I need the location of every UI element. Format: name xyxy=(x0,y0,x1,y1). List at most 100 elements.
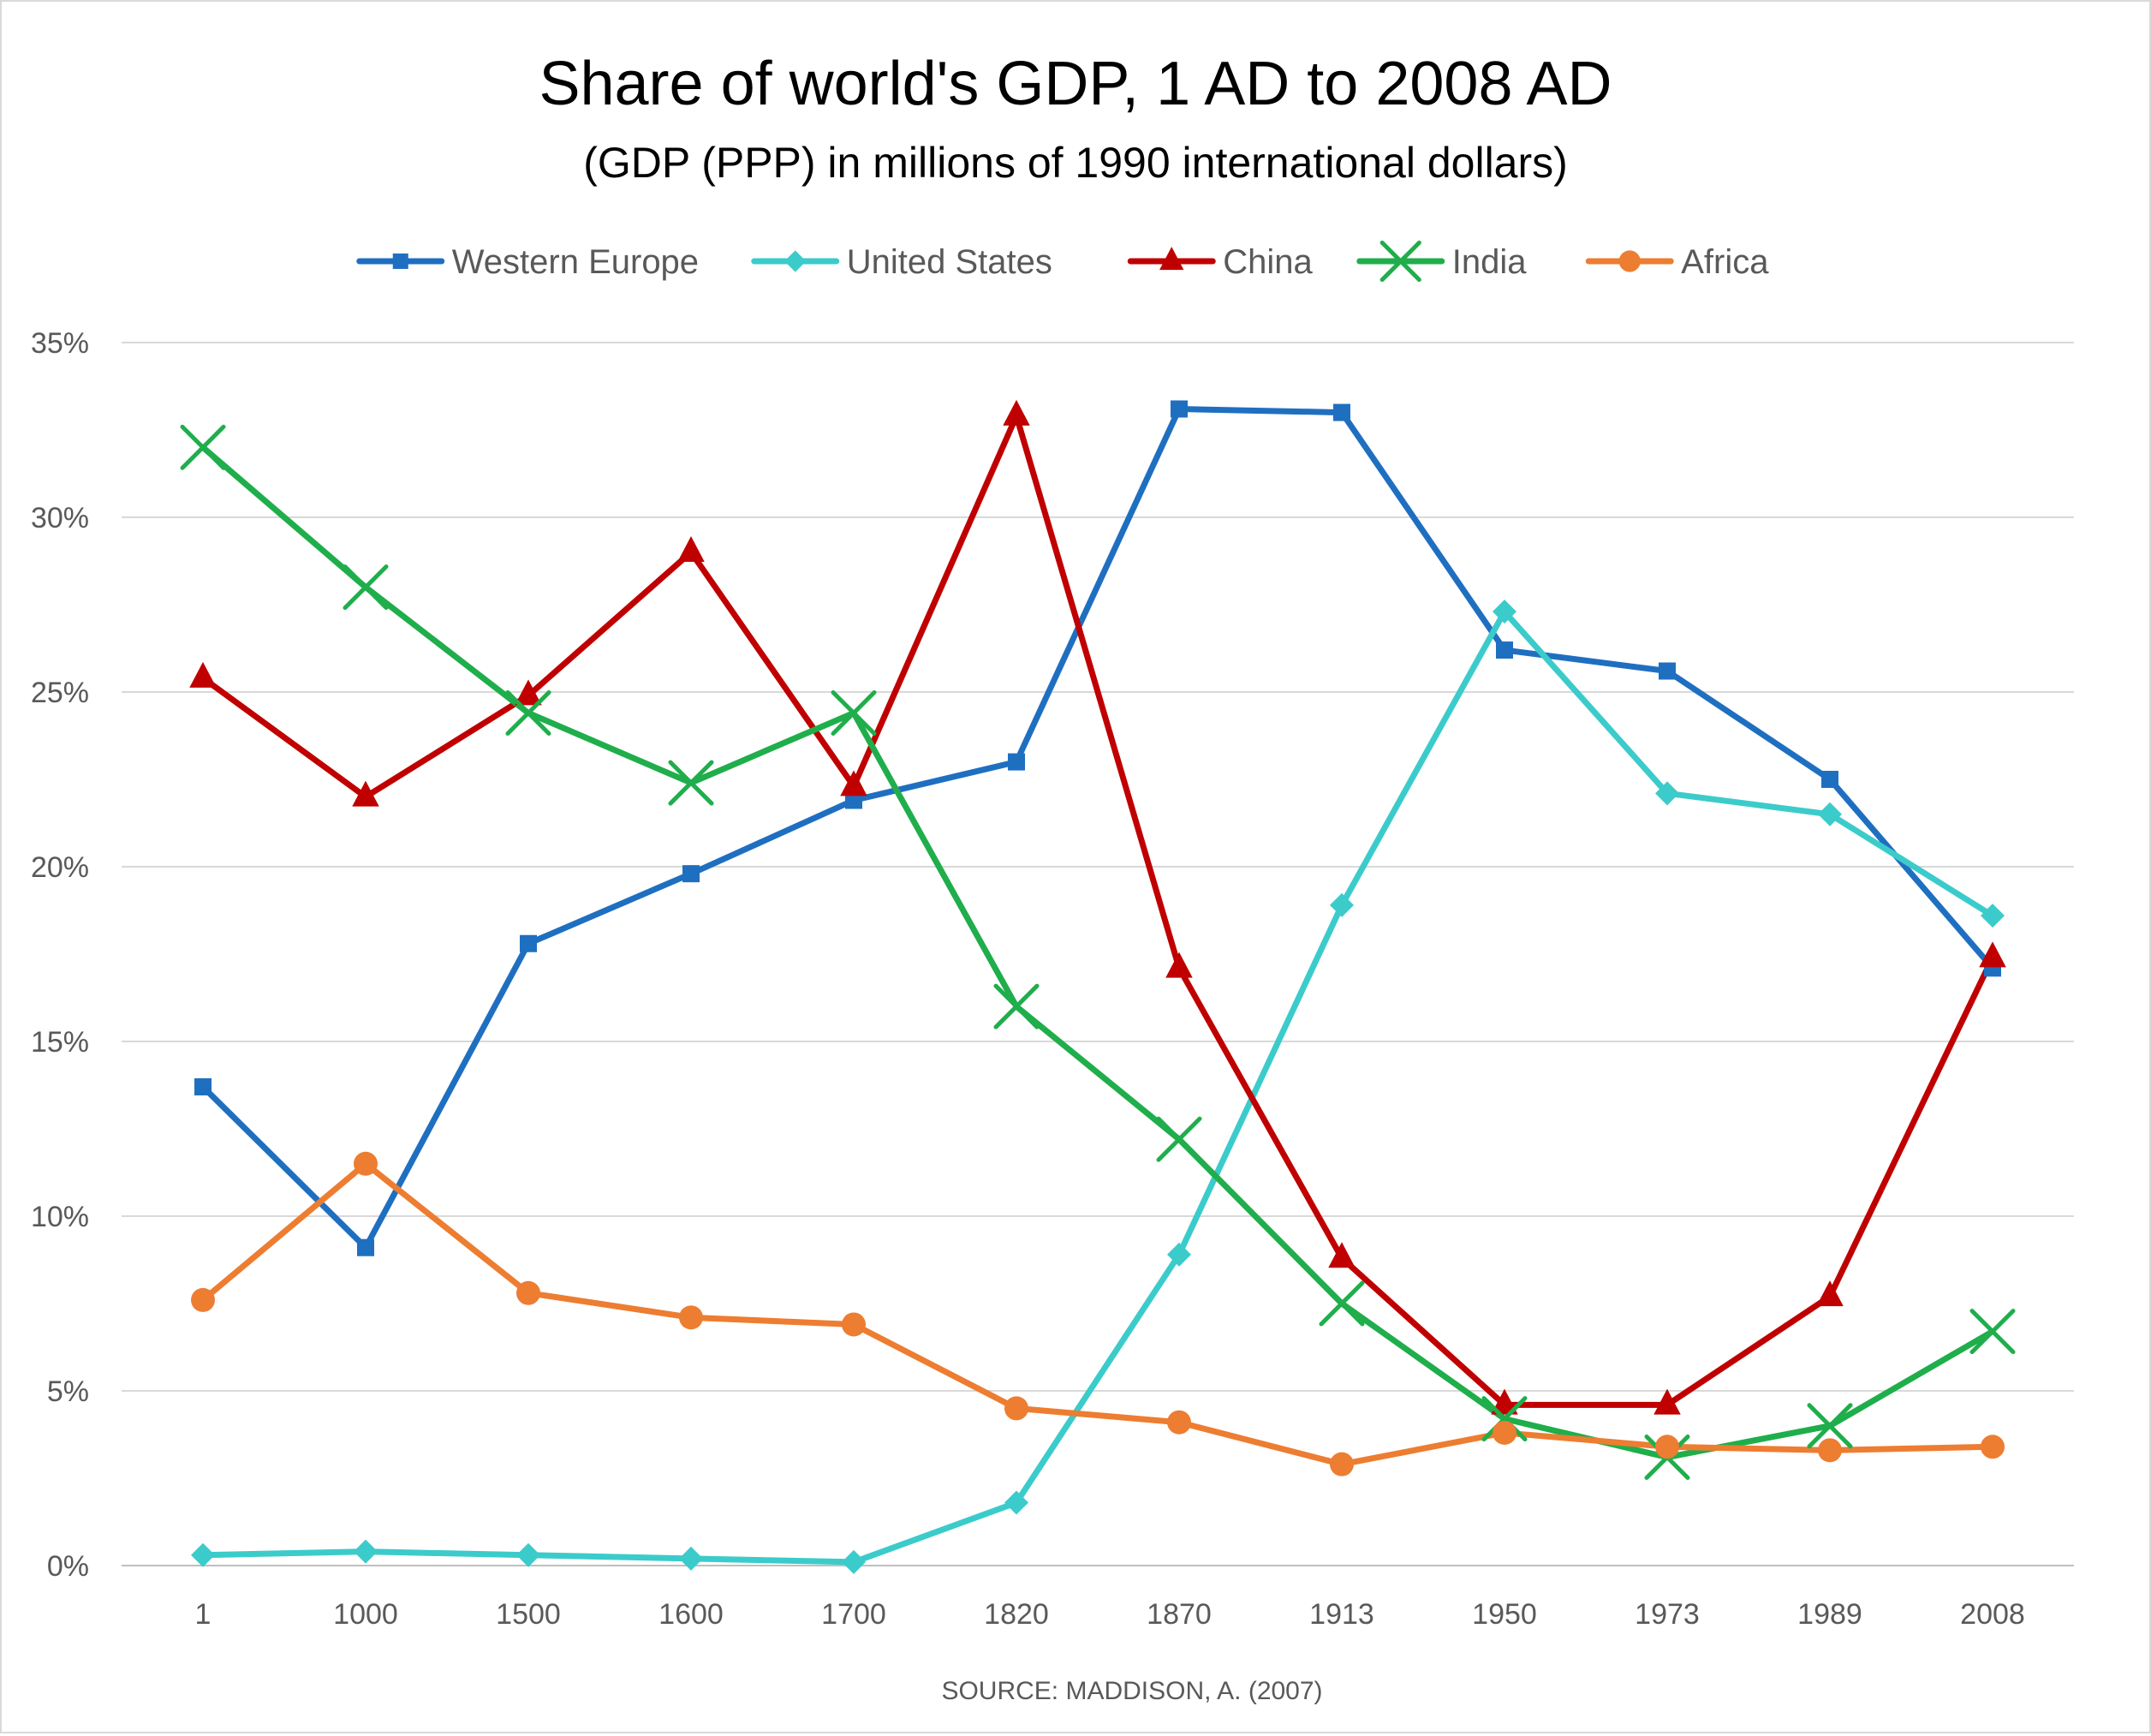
legend-marker-africa xyxy=(1618,250,1641,272)
x-tick-label: 2008 xyxy=(1960,1598,2025,1631)
data-point-india xyxy=(993,983,1040,1029)
legend-item-western-europe: Western Europe xyxy=(356,243,699,281)
series-markers xyxy=(180,399,2016,1574)
data-point-china xyxy=(1491,1388,1518,1415)
series-lines xyxy=(200,406,1996,1566)
data-point-india xyxy=(831,689,877,736)
y-tick-label: 30% xyxy=(31,502,89,534)
data-point-western-europe xyxy=(1008,753,1025,771)
legend-item-united-states: United States xyxy=(751,243,1052,281)
data-point-china xyxy=(1653,1388,1681,1415)
data-point-africa xyxy=(1330,1452,1354,1476)
data-point-africa xyxy=(354,1151,378,1176)
legend-label-africa: Africa xyxy=(1681,243,1769,281)
data-point-western-europe xyxy=(845,791,862,809)
y-axis-tick-labels: 0% 5% 10% 15% 20% 25% 30% 35% xyxy=(31,327,89,1583)
data-point-china xyxy=(1003,399,1030,426)
x-tick-label: 1870 xyxy=(1147,1598,1212,1631)
series-line-africa xyxy=(200,1160,1996,1468)
data-point-africa xyxy=(1167,1410,1191,1435)
series-line-india xyxy=(200,444,1996,1461)
series-line-china xyxy=(200,413,1996,1408)
data-point-india xyxy=(1807,1403,1853,1449)
data-point-united-states xyxy=(191,1542,215,1567)
x-tick-label: 1 xyxy=(195,1598,212,1631)
series-points-united-states xyxy=(191,600,2005,1574)
legend-marker-china xyxy=(1159,247,1184,271)
data-point-africa xyxy=(516,1280,540,1305)
x-tick-label: 1000 xyxy=(333,1598,398,1631)
data-point-western-europe xyxy=(1333,403,1350,421)
data-point-africa xyxy=(1493,1420,1516,1445)
legend-item-china: China xyxy=(1127,243,1314,281)
chart-subtitle: (GDP (PPP) in millions of 1990 internati… xyxy=(583,139,1568,187)
data-point-china xyxy=(352,780,379,807)
x-tick-label: 1500 xyxy=(496,1598,561,1631)
data-point-western-europe xyxy=(1821,771,1838,788)
data-point-western-europe xyxy=(1171,400,1188,418)
legend-label-western-europe: Western Europe xyxy=(452,243,699,281)
data-point-africa xyxy=(1655,1435,1679,1459)
data-point-africa xyxy=(1818,1438,1842,1463)
legend-item-africa: Africa xyxy=(1585,243,1769,281)
y-tick-label: 0% xyxy=(47,1550,89,1583)
series-line-united-states xyxy=(200,608,1996,1566)
source-note: SOURCE: MADDISON, A. (2007) xyxy=(941,1677,1322,1705)
data-point-united-states xyxy=(1330,892,1354,917)
x-tick-label: 1913 xyxy=(1309,1598,1374,1631)
x-tick-label: 1820 xyxy=(984,1598,1049,1631)
y-tick-label: 5% xyxy=(47,1375,89,1408)
data-point-africa xyxy=(191,1287,215,1312)
x-tick-label: 1600 xyxy=(658,1598,724,1631)
y-tick-label: 20% xyxy=(31,851,89,884)
data-point-india xyxy=(1481,1396,1528,1442)
data-point-china xyxy=(189,661,217,688)
legend-marker-western-europe xyxy=(392,254,408,269)
data-point-india xyxy=(505,689,551,736)
data-point-united-states xyxy=(1655,781,1679,806)
x-axis-tick-labels: 1 1000 1500 1600 1700 1820 1870 1913 1950 1973 198… xyxy=(195,1598,2025,1631)
data-point-western-europe xyxy=(1496,641,1513,659)
data-point-china xyxy=(515,679,542,706)
data-point-western-europe xyxy=(682,865,700,883)
chart-title: Share of world's GDP, 1 AD to 2008 AD xyxy=(539,50,1612,118)
data-point-united-states xyxy=(1167,1242,1191,1267)
data-point-china xyxy=(677,536,705,563)
data-point-united-states xyxy=(354,1539,378,1564)
y-tick-label: 15% xyxy=(31,1026,89,1059)
data-point-western-europe xyxy=(1659,662,1676,680)
y-tick-label: 25% xyxy=(31,677,89,709)
data-point-united-states xyxy=(1004,1490,1028,1515)
data-point-india xyxy=(1156,1116,1202,1162)
data-point-china xyxy=(1165,952,1193,978)
chart-legend: Western Europe United States China India Afr… xyxy=(356,240,1769,283)
data-point-united-states xyxy=(1818,802,1842,826)
data-point-united-states xyxy=(1493,600,1516,624)
series-points-africa xyxy=(191,1151,2005,1476)
data-point-africa xyxy=(1004,1396,1028,1421)
data-point-africa xyxy=(679,1305,703,1330)
legend-item-india: India xyxy=(1356,240,1527,283)
data-point-western-europe xyxy=(194,1078,212,1096)
data-point-united-states xyxy=(679,1546,703,1571)
x-tick-label: 1989 xyxy=(1797,1598,1862,1631)
series-points-china xyxy=(189,399,2006,1415)
x-tick-label: 1700 xyxy=(821,1598,886,1631)
data-point-india xyxy=(668,760,714,806)
legend-label-united-states: United States xyxy=(847,243,1052,281)
series-points-western-europe xyxy=(194,400,2001,1256)
series-line-western-europe xyxy=(200,406,1996,1251)
data-point-africa xyxy=(842,1312,866,1337)
data-point-western-europe xyxy=(357,1238,374,1256)
data-point-united-states xyxy=(516,1542,540,1567)
data-point-india xyxy=(1319,1280,1365,1327)
x-tick-label: 1973 xyxy=(1635,1598,1700,1631)
legend-label-india: India xyxy=(1452,243,1527,281)
data-point-india xyxy=(343,564,389,611)
data-point-china xyxy=(1979,941,2006,968)
data-point-india xyxy=(1969,1309,2016,1355)
data-point-united-states xyxy=(842,1549,866,1574)
legend-label-china: China xyxy=(1223,243,1313,281)
